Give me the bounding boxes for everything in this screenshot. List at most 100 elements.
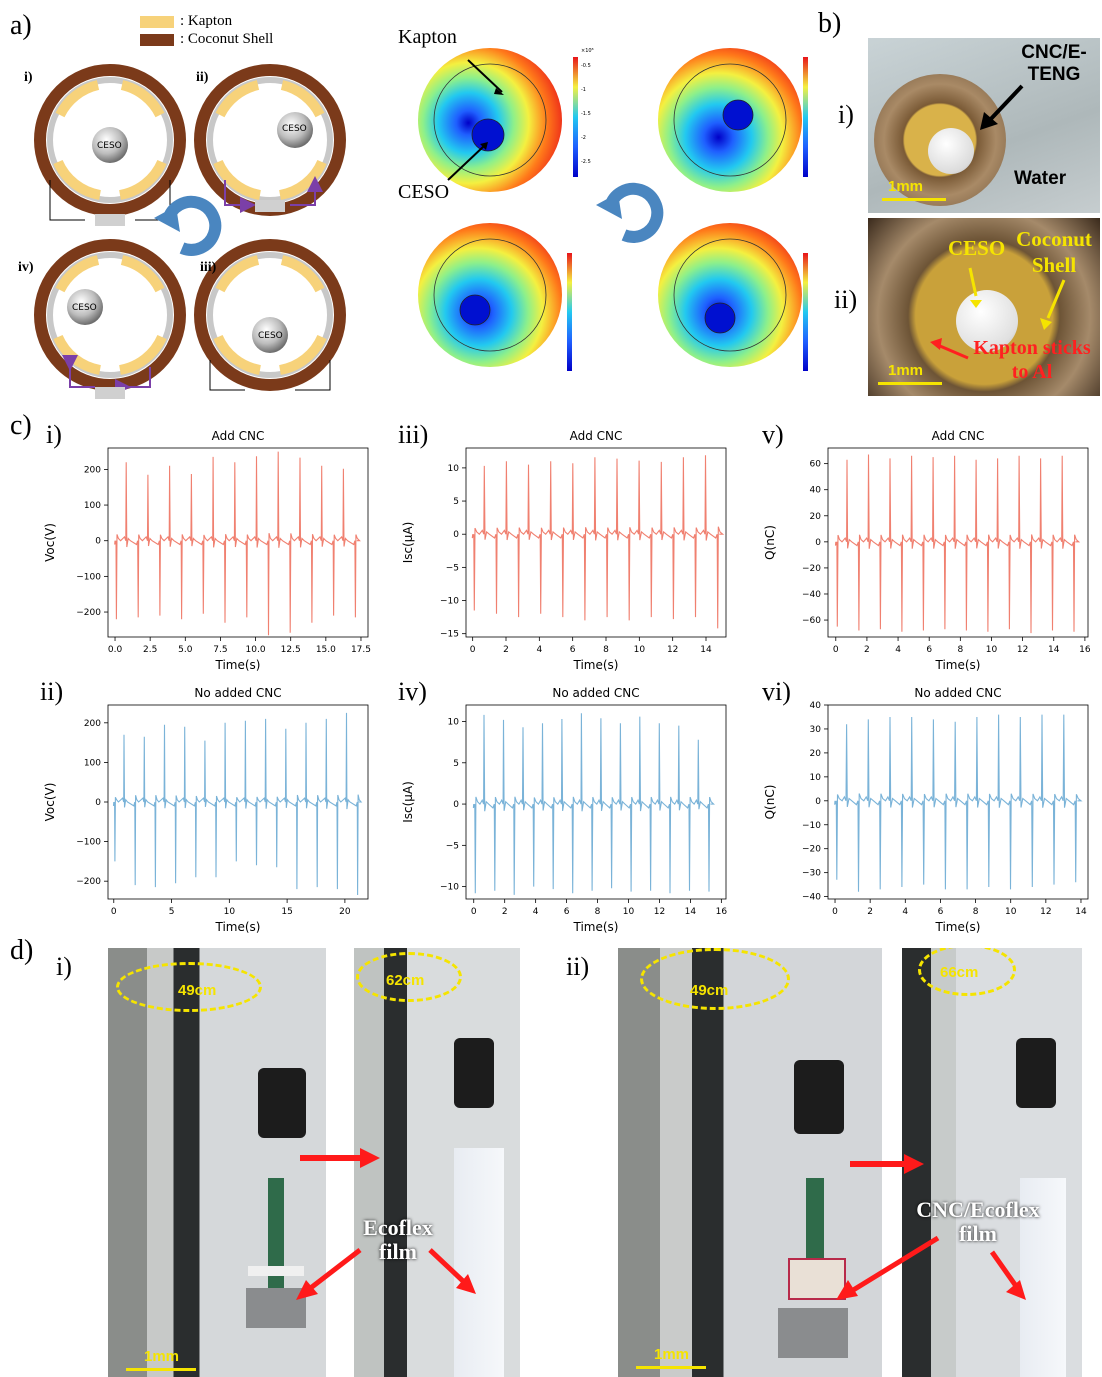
- device-label: CNC/E-TENG: [1021, 42, 1087, 85]
- cnc-ecoflex-film-label: CNC/Ecoflex film: [916, 1197, 1040, 1246]
- signal-series: [472, 713, 715, 895]
- end-length-label-i: 62cm: [386, 972, 425, 989]
- potential-simulation-maps: [418, 48, 808, 371]
- y-tick-label: 200: [84, 719, 101, 729]
- stage-ii-device: [194, 64, 346, 216]
- device-in-water-photo: CNC/E-TENG Water 1mm: [868, 38, 1100, 213]
- x-tick-label: 8: [957, 645, 963, 655]
- x-tick-label: 10: [986, 645, 998, 655]
- x-tick-label: 12.5: [281, 645, 301, 655]
- sim-cycle-arrow: [596, 182, 664, 243]
- photo2-arrows: [930, 267, 1066, 360]
- panel-d-i-label: i): [56, 952, 72, 981]
- panel-d-ii-label: ii): [566, 952, 590, 981]
- stage-ii-label: ii): [196, 70, 209, 85]
- x-tick-label: 12: [1017, 645, 1028, 655]
- y-tick-label: 0: [453, 530, 459, 540]
- y-tick-label: −5: [446, 563, 459, 573]
- y-tick-label: −20: [802, 845, 821, 855]
- x-tick-label: 4: [533, 907, 539, 917]
- plot-frame: [827, 447, 1089, 638]
- y-tick-label: 0: [453, 800, 459, 810]
- x-tick-label: 14: [685, 907, 697, 917]
- y-tick-label: 0: [95, 798, 101, 808]
- x-tick-label: 0.0: [108, 645, 123, 655]
- ball-label-iii: CESO: [258, 331, 283, 341]
- plot-c-ii-chart: No added CNC Time(s) Voc(V) 0 5 10 15 20 200 100 0…: [43, 686, 369, 934]
- plot-title: Add CNC: [570, 429, 623, 443]
- y-tick-label: 20: [810, 749, 822, 759]
- scale-bar-d1: 1mm: [144, 1348, 180, 1365]
- device-interior-photo: CESO Coconut Shell Kapton sticks to Al 1…: [868, 218, 1100, 396]
- y-tick-label: 10: [448, 464, 460, 474]
- y-tick-label: 0: [815, 538, 821, 548]
- x-axis-label: Time(s): [215, 658, 261, 672]
- signal-series: [114, 451, 361, 636]
- x-tick-label: 0: [111, 907, 117, 917]
- kapton-swatch: [140, 15, 174, 28]
- y-tick-label: −200: [76, 608, 101, 618]
- x-tick-label: 4: [536, 645, 542, 655]
- stage-i-label: i): [24, 70, 33, 85]
- x-tick-label: 6: [570, 645, 576, 655]
- plot-c-iii: iii) Add CNC Time(s) Isc(μA) 0 2 4 6 8 10 12 14 10 5…: [398, 420, 738, 675]
- plot-c-v-chart: Add CNC Time(s) Q(nC) 0 2 4 6 8 10 12 14 16 60 40 20 0 −…: [763, 429, 1091, 672]
- stage-i-device: [34, 64, 186, 226]
- y-tick-label: 5: [453, 759, 459, 769]
- cnc-ecoflex-stretched-photo: 66cm: [902, 948, 1082, 1377]
- signal-series: [834, 454, 1081, 634]
- start-length-label-i: 49cm: [178, 982, 217, 999]
- scale-bar-b2: 1mm: [888, 362, 924, 379]
- x-tick-label: 10: [623, 907, 635, 917]
- coconut-shell-legend-text: : Coconut Shell: [180, 31, 274, 47]
- ecoflex-film-label: Ecoflex film: [363, 1215, 433, 1264]
- start-length-label-ii: 49cm: [690, 982, 729, 999]
- x-tick-label: 16: [1079, 645, 1091, 655]
- plot-frame: [465, 704, 727, 900]
- x-tick-label: 2: [867, 907, 873, 917]
- x-tick-label: 6: [926, 645, 932, 655]
- x-tick-label: 7.5: [213, 645, 227, 655]
- x-tick-label: 2: [503, 645, 509, 655]
- y-axis-label: Isc(μA): [401, 522, 415, 564]
- x-tick-label: 0: [832, 907, 838, 917]
- x-tick-label: 17.5: [351, 645, 371, 655]
- x-tick-label: 20: [339, 907, 351, 917]
- sim-ceso-label: CESO: [398, 181, 450, 203]
- plot-c-ii-label: ii): [40, 677, 64, 706]
- y-tick-label: −20: [802, 564, 821, 574]
- x-tick-label: 14: [1048, 645, 1060, 655]
- plot-title: Add CNC: [932, 429, 985, 443]
- kapton-legend-text: : Kapton: [180, 13, 233, 29]
- y-tick-label: −100: [76, 572, 101, 582]
- panel-a-legend: : Kapton : Coconut Shell: [140, 12, 273, 48]
- x-tick-label: 4: [895, 645, 901, 655]
- x-tick-label: 0: [833, 645, 839, 655]
- x-tick-label: 16: [716, 907, 728, 917]
- x-tick-label: 2.5: [143, 645, 157, 655]
- plot-frame: [107, 447, 369, 638]
- x-tick-label: 10: [634, 645, 646, 655]
- plot-c-v: v) Add CNC Time(s) Q(nC) 0 2 4 6 8 10 12 14 16 60 40 2…: [760, 420, 1100, 675]
- x-tick-label: 6: [938, 907, 944, 917]
- y-tick-label: 5: [453, 497, 459, 507]
- kapton-note: Kapton sticks to Al: [973, 337, 1091, 383]
- x-tick-label: 14: [700, 645, 712, 655]
- plot-c-i-label: i): [46, 420, 62, 449]
- ball-label: CESO: [97, 141, 122, 151]
- x-tick-label: 0: [471, 907, 477, 917]
- plot-c-iii-label: iii): [398, 420, 429, 449]
- y-tick-label: 0: [815, 797, 821, 807]
- plot-c-iv: iv) No added CNC Time(s) Isc(μA) 0 2 4 6 8 10 12 1…: [398, 677, 738, 937]
- stage-iv-device: [34, 239, 186, 399]
- y-tick-label: 100: [84, 758, 101, 768]
- coconut-shell-swatch: [140, 33, 174, 46]
- ecoflex-stretched-photo: 62cm: [354, 948, 520, 1377]
- x-tick-label: 12: [1040, 907, 1051, 917]
- plot-c-iii-chart: Add CNC Time(s) Isc(μA) 0 2 4 6 8 10 12 14 10 5 0 −5 −1…: [401, 429, 727, 672]
- x-axis-label: Time(s): [573, 658, 619, 672]
- panel-b-label: b): [818, 8, 842, 39]
- plot-c-i: i) Add CNC Time(s) Voc(V) 0.0 2.5 5.0 7.5 10.0 1…: [40, 420, 380, 675]
- y-tick-label: 200: [84, 465, 101, 475]
- x-tick-label: 8: [973, 907, 979, 917]
